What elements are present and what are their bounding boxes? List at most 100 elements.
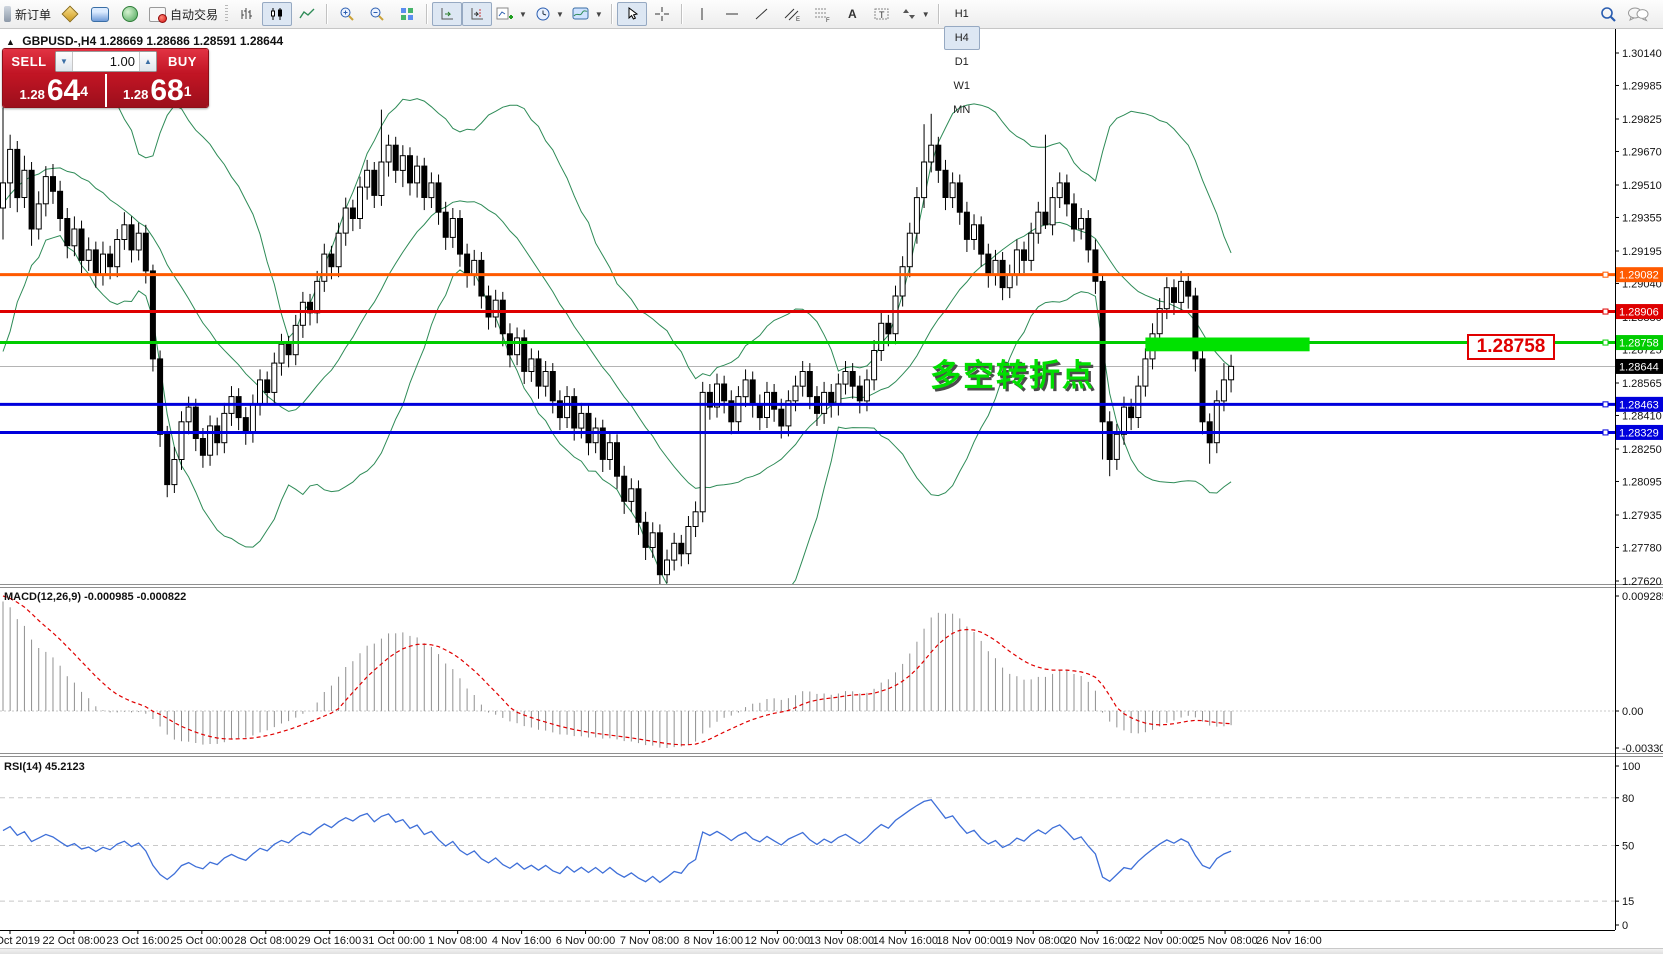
collapse-panel-icon[interactable]: ▲ (6, 37, 15, 47)
vertical-line-button[interactable] (687, 2, 717, 26)
price-callout-box[interactable]: 1.28758 (1467, 334, 1555, 360)
tile-windows-icon (401, 8, 414, 20)
sell-price[interactable]: 1.28 64 4 (3, 74, 107, 107)
pane-separator[interactable] (0, 587, 1663, 588)
chart-shift-button[interactable] (462, 2, 493, 26)
zoom-out-icon (370, 7, 384, 21)
toolbar-grip (225, 5, 229, 23)
svg-text:1.28565: 1.28565 (1622, 378, 1662, 390)
sell-button[interactable]: SELL (11, 54, 47, 69)
svg-text:22 Nov 00:00: 22 Nov 00:00 (1128, 935, 1193, 947)
period-icon (536, 7, 550, 21)
svg-text:1.29510: 1.29510 (1622, 180, 1662, 192)
period-button[interactable]: ▼ (531, 2, 568, 26)
fibonacci-icon: F (814, 8, 830, 22)
timeframe-mn-button[interactable]: MN (953, 104, 971, 116)
toolbar-separator (937, 4, 940, 24)
crosshair-icon (654, 7, 669, 21)
pane-separator[interactable] (0, 756, 1663, 757)
buy-button[interactable]: BUY (168, 54, 197, 69)
screens-button[interactable] (85, 2, 115, 26)
line-handle[interactable] (1602, 271, 1609, 278)
svg-text:1.28906: 1.28906 (1619, 307, 1659, 319)
line-handle[interactable] (1602, 308, 1609, 315)
line-handle[interactable] (1602, 339, 1609, 346)
autoscroll-icon (441, 8, 454, 20)
macd-signal-line (2, 595, 1232, 746)
arrows-icon (902, 9, 915, 19)
rsi-line (2, 798, 1232, 884)
line-handle[interactable] (1602, 401, 1609, 408)
chat-icon[interactable] (1627, 6, 1649, 22)
arrows-button[interactable]: ▼ (897, 2, 934, 26)
channel-button[interactable]: E (777, 2, 807, 26)
crosshair-button[interactable] (647, 2, 677, 26)
template-icon (572, 7, 589, 20)
buy-price[interactable]: 1.28 68 1 (107, 74, 209, 107)
sound-button[interactable] (115, 2, 145, 26)
text-button[interactable]: A (837, 2, 867, 26)
highlight-rectangle-object[interactable] (1145, 337, 1310, 352)
tile-windows-button[interactable] (392, 2, 422, 26)
zoom-out-button[interactable] (362, 2, 392, 26)
svg-text:6 Nov 00:00: 6 Nov 00:00 (556, 935, 615, 947)
volume-value[interactable]: 1.00 (109, 54, 135, 69)
label-button[interactable]: T (867, 2, 897, 26)
svg-text:1.28095: 1.28095 (1622, 476, 1662, 488)
svg-text:1.27620: 1.27620 (1622, 576, 1662, 588)
macd-histogram (2, 601, 1232, 748)
timeframe-h1-button[interactable]: H1 (954, 8, 969, 20)
add-indicator-button[interactable]: ▼ (492, 2, 531, 26)
macd-label: MACD(12,26,9) -0.000985 -0.000822 (4, 591, 186, 603)
svg-text:1.29670: 1.29670 (1622, 146, 1662, 158)
bar-chart-button[interactable] (232, 2, 262, 26)
chevron-down-icon: ▼ (594, 9, 603, 19)
funnel-button[interactable] (55, 2, 85, 26)
line-handle[interactable] (1602, 429, 1609, 436)
cursor-button[interactable] (616, 2, 647, 26)
add-indicator-icon (496, 7, 514, 20)
chevron-down-icon: ▼ (555, 9, 564, 19)
svg-text:1.28463: 1.28463 (1619, 399, 1659, 411)
volume-stepper[interactable]: ▼ 1.00 ▲ (55, 51, 157, 72)
one-click-trading-panel: SELL ▼ 1.00 ▲ BUY 1.28 64 4 1.28 68 1 (2, 48, 209, 108)
svg-text:7 Nov 08:00: 7 Nov 08:00 (620, 935, 679, 947)
fibonacci-button[interactable]: F (807, 2, 837, 26)
svg-text:0.009285: 0.009285 (1622, 591, 1663, 603)
chart-text-annotation[interactable]: 多空转折点 (930, 358, 1095, 393)
candlestick-icon (271, 8, 283, 20)
trendline-button[interactable] (747, 2, 777, 26)
line-chart-button[interactable] (292, 2, 322, 26)
svg-text:13 Nov 08:00: 13 Nov 08:00 (809, 935, 874, 947)
pane-separator[interactable] (0, 753, 1663, 754)
chevron-down-icon: ▼ (921, 9, 930, 19)
timeframe-d1-button[interactable]: D1 (954, 56, 969, 68)
screens-icon (91, 6, 110, 22)
horizontal-line-button[interactable] (717, 2, 747, 26)
toolbar-separator (326, 4, 329, 24)
ohlc-open: 1.28669 (99, 34, 144, 48)
buy-price-prefix: 1.28 (123, 87, 149, 102)
autoscroll-button[interactable] (432, 2, 463, 26)
new-order-button[interactable]: 新订单 (0, 2, 55, 26)
autotrading-button[interactable]: 自动交易 (145, 2, 222, 26)
toolbar-separator (680, 4, 683, 24)
chevron-down-icon: ▼ (519, 9, 527, 19)
template-button[interactable]: ▼ (568, 2, 607, 26)
svg-text:20 Nov 16:00: 20 Nov 16:00 (1064, 935, 1129, 947)
zoom-in-button[interactable] (332, 2, 362, 26)
timeframe-h4-button[interactable]: H4 (943, 26, 980, 50)
volume-increase-button[interactable]: ▲ (139, 52, 156, 71)
sell-price-pip: 4 (80, 83, 88, 99)
timeframe-w1-button[interactable]: W1 (953, 80, 970, 92)
svg-text:1 Nov 08:00: 1 Nov 08:00 (428, 935, 487, 947)
autotrading-icon (149, 6, 168, 23)
svg-text:12 Nov 00:00: 12 Nov 00:00 (745, 935, 810, 947)
horizontal-line-icon (725, 13, 738, 15)
volume-decrease-button[interactable]: ▼ (56, 52, 73, 71)
candlestick-button[interactable] (262, 2, 293, 26)
pane-separator[interactable] (0, 584, 1663, 585)
search-icon[interactable] (1600, 6, 1617, 23)
